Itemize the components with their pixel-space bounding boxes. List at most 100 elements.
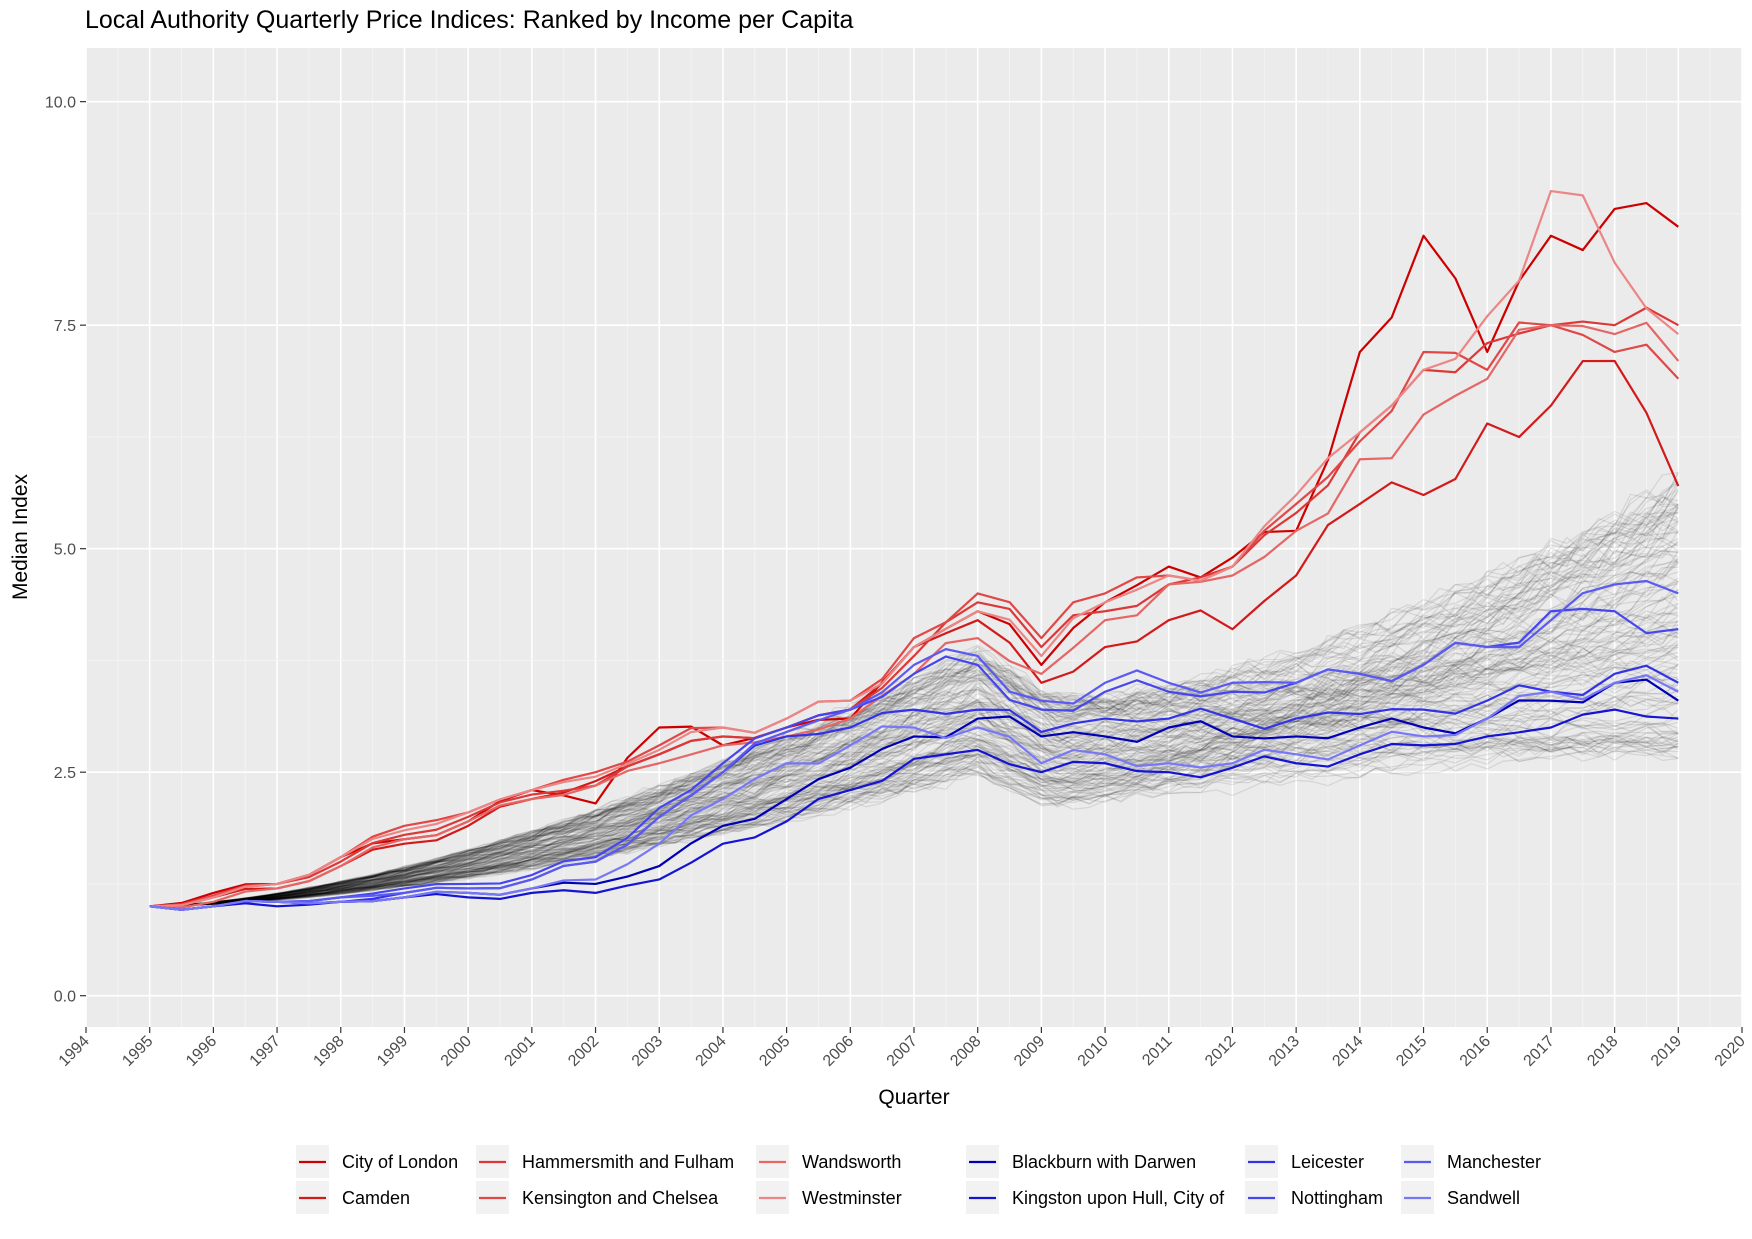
series-line <box>149 321 1680 908</box>
background-series-line <box>149 561 1679 907</box>
background-series-line <box>149 506 1679 907</box>
background-series-line <box>149 521 1679 907</box>
background-series-line <box>149 624 1679 907</box>
background-series-lines <box>149 471 1679 907</box>
background-series-line <box>149 636 1679 907</box>
x-tick-label: 2002 <box>565 1033 602 1070</box>
x-tick-label: 2016 <box>1457 1033 1494 1070</box>
x-tick-label: 2005 <box>756 1033 793 1070</box>
background-series-line <box>149 495 1679 907</box>
background-series-line <box>149 652 1679 907</box>
background-series-line <box>149 722 1679 907</box>
background-series-line <box>149 721 1679 907</box>
x-tick-label: 2013 <box>1266 1033 1303 1070</box>
background-series-line <box>149 649 1679 907</box>
x-tick-label: 2015 <box>1393 1033 1430 1070</box>
background-series-line <box>149 615 1679 907</box>
x-tick-label: 2018 <box>1584 1033 1621 1070</box>
background-series-line <box>149 651 1679 907</box>
background-series-line <box>149 522 1679 907</box>
series-line <box>149 674 1679 911</box>
background-series-line <box>149 580 1679 907</box>
background-series-line <box>149 571 1679 907</box>
background-series-line <box>149 580 1679 907</box>
series-line <box>149 189 1679 908</box>
legend-label: Westminster <box>802 1188 902 1208</box>
background-series-line <box>149 695 1679 907</box>
background-series-line <box>149 743 1679 907</box>
background-series-line <box>149 545 1679 907</box>
legend-label: Wandsworth <box>802 1152 901 1172</box>
background-series-line <box>149 482 1679 907</box>
background-series-line <box>149 710 1679 907</box>
background-series-line <box>149 628 1679 907</box>
background-series-line <box>149 662 1679 907</box>
y-axis-title: Median Index <box>9 473 32 600</box>
background-series-line <box>149 590 1679 907</box>
x-tick-label: 2017 <box>1521 1033 1558 1070</box>
x-tick-label: 1998 <box>310 1033 347 1070</box>
background-series-line <box>149 640 1679 907</box>
x-tick-label: 2010 <box>1075 1033 1112 1070</box>
background-series-line <box>149 655 1679 907</box>
legend-label: Camden <box>342 1188 410 1208</box>
background-series-line <box>149 472 1679 907</box>
x-tick-label: 2000 <box>438 1033 475 1070</box>
background-series-line <box>149 588 1679 907</box>
background-series-line <box>149 677 1679 907</box>
background-series-line <box>149 674 1679 907</box>
background-series-line <box>149 668 1679 907</box>
x-tick-label: 1996 <box>183 1033 220 1070</box>
background-series-line <box>149 509 1679 907</box>
background-series-line <box>149 541 1679 907</box>
background-series-line <box>149 603 1679 907</box>
background-series-line <box>149 620 1679 907</box>
background-series-line <box>149 508 1679 907</box>
background-series-line <box>149 596 1679 907</box>
legend-label: Kensington and Chelsea <box>522 1188 719 1208</box>
background-series-line <box>149 507 1679 907</box>
background-series-line <box>149 706 1679 907</box>
background-series-line <box>149 696 1679 907</box>
background-series-line <box>149 602 1679 907</box>
background-series-line <box>149 530 1679 907</box>
background-series-line <box>149 649 1679 907</box>
background-series-line <box>149 625 1679 907</box>
legend-label: Kingston upon Hull, City of <box>1012 1188 1225 1208</box>
background-series-line <box>149 543 1679 907</box>
background-series-line <box>149 504 1679 907</box>
background-series-line <box>149 516 1679 907</box>
x-tick-label: 2008 <box>947 1033 984 1070</box>
background-series-line <box>149 633 1679 907</box>
background-series-line <box>149 581 1679 907</box>
background-series-line <box>149 504 1679 907</box>
background-series-line <box>149 642 1679 907</box>
legend: City of London Camden Hammersmith and Fulh… <box>296 1145 1541 1214</box>
background-series-line <box>149 721 1679 907</box>
background-series-line <box>149 503 1679 907</box>
legend-label: Leicester <box>1291 1152 1364 1172</box>
background-series-line <box>149 661 1679 907</box>
legend-label: Manchester <box>1447 1152 1541 1172</box>
background-series-line <box>149 659 1679 907</box>
background-series-line <box>149 572 1679 907</box>
x-tick-label: 2007 <box>884 1033 921 1070</box>
background-series-line <box>149 511 1679 907</box>
background-series-line <box>149 616 1679 907</box>
background-series-line <box>149 518 1679 907</box>
background-series-line <box>149 588 1679 907</box>
series-line <box>149 579 1679 911</box>
x-tick-label: 2020 <box>1712 1033 1749 1070</box>
background-series-line <box>149 667 1679 907</box>
background-series-line <box>149 660 1679 907</box>
background-series-line <box>149 669 1679 907</box>
background-series-line <box>149 654 1679 907</box>
background-series-line <box>149 646 1679 907</box>
x-tick-label: 2012 <box>1202 1033 1239 1070</box>
background-series-line <box>149 611 1679 907</box>
background-series-line <box>149 552 1679 907</box>
background-series-line <box>149 632 1679 907</box>
background-series-line <box>149 478 1679 907</box>
background-series-line <box>149 503 1679 907</box>
background-series-line <box>149 698 1679 907</box>
